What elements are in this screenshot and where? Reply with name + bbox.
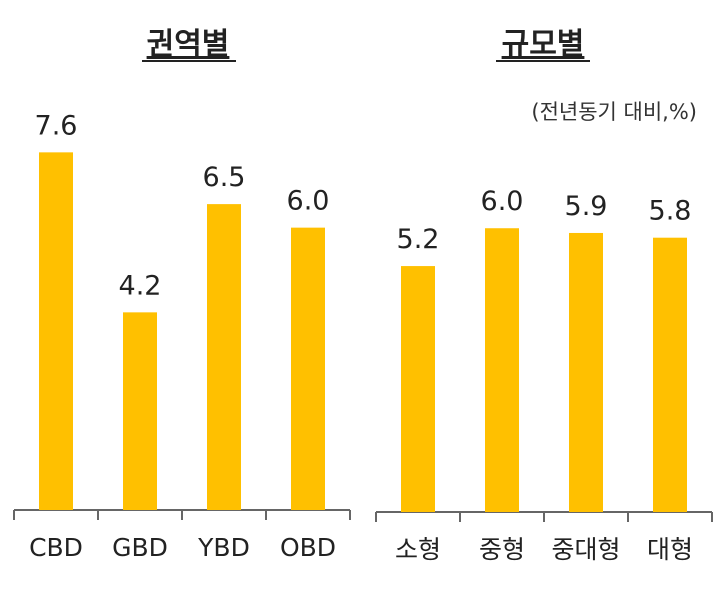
region-category-label-0: CBD <box>29 533 83 562</box>
size-bar-3 <box>653 237 687 512</box>
region-chart-marks: 7.6 CBD 4.2 GBD 6.5 YBD 6.0 OBD <box>13 110 351 562</box>
size-chart-unit-note: (전년동기 대비,%) <box>531 100 697 124</box>
region-category-label-1: GBD <box>112 533 168 562</box>
region-chart-title: 권역별 <box>147 27 230 62</box>
region-bar-3 <box>291 227 325 510</box>
size-bar-0 <box>401 266 435 512</box>
size-category-label-2: 중대형 <box>551 535 620 564</box>
size-chart-title: 규모별 <box>502 27 585 62</box>
size-bar-2 <box>569 232 603 512</box>
region-category-label-2: YBD <box>197 533 250 562</box>
size-bar-1 <box>485 228 519 512</box>
size-category-label-0: 소형 <box>395 535 441 564</box>
size-category-label-1: 중형 <box>479 535 525 564</box>
size-value-label-0: 5.2 <box>397 224 440 255</box>
size-value-label-3: 5.8 <box>649 196 692 227</box>
region-chart-panel: 권역별 7.6 CBD 4.2 GBD 6.5 YBD 6.0 OBD <box>13 27 351 562</box>
size-value-label-1: 6.0 <box>481 186 524 217</box>
size-chart-marks: 5.2 소형 6.0 중형 5.9 중대형 5.8 대형 <box>375 186 713 564</box>
size-chart-panel: 규모별 (전년동기 대비,%) 5.2 소형 6.0 중형 5.9 중대형 5.8 대형 <box>375 27 713 564</box>
region-bar-2 <box>207 204 241 510</box>
size-category-label-3: 대형 <box>647 535 693 564</box>
region-value-label-3: 6.0 <box>287 186 330 217</box>
region-bar-1 <box>123 312 157 510</box>
region-value-label-2: 6.5 <box>203 162 246 193</box>
region-value-label-0: 7.6 <box>35 110 78 141</box>
region-value-label-1: 4.2 <box>119 270 162 301</box>
region-bar-0 <box>39 152 73 510</box>
size-value-label-2: 5.9 <box>565 191 608 222</box>
region-category-label-3: OBD <box>280 533 336 562</box>
